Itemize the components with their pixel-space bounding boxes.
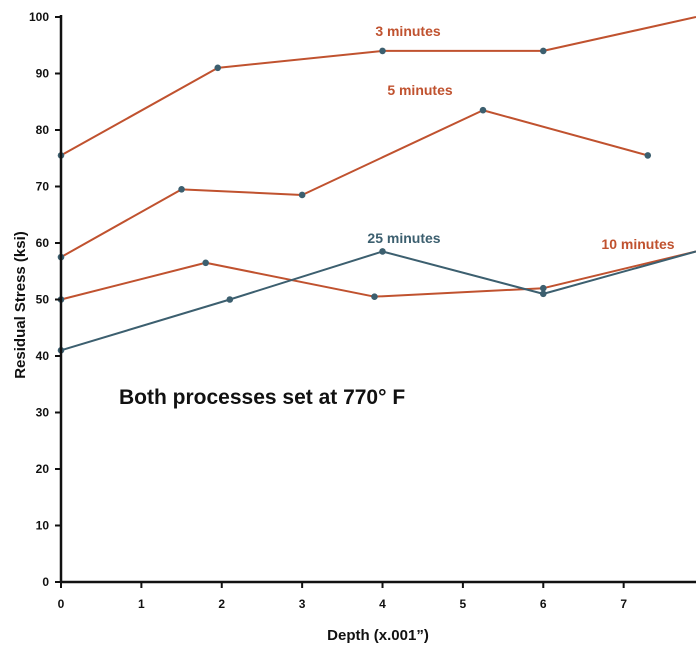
y-tick-label: 90 — [36, 67, 50, 81]
data-point — [226, 296, 234, 303]
series-label-layer: 3 minutes 5 minutes 10 minutes 25 minutes — [367, 23, 674, 252]
process-note: Both processes set at 770° F — [119, 386, 405, 409]
series-line-5-minutes — [60, 109, 649, 258]
series-label-3-minutes: 3 minutes — [375, 23, 441, 39]
data-point — [539, 290, 547, 298]
x-tick-label: 4 — [379, 597, 386, 611]
y-tick-label: 80 — [36, 123, 50, 137]
data-point — [178, 186, 185, 193]
x-tick-label: 0 — [58, 597, 65, 611]
x-tick-label: 7 — [620, 597, 627, 611]
y-tick-label: 30 — [36, 406, 50, 420]
x-tick-label: 1 — [138, 597, 145, 611]
y-tick-label: 100 — [29, 10, 49, 24]
data-point — [644, 152, 652, 159]
y-axis-title: Residual Stress (ksi) — [12, 231, 29, 379]
y-tick-label: 40 — [36, 349, 50, 363]
x-tick-group: 0 1 2 3 4 5 6 7 — [58, 582, 627, 611]
series-label-10-minutes: 10 minutes — [601, 236, 674, 252]
data-point — [379, 248, 386, 255]
series-line-10-minutes — [60, 250, 696, 301]
y-tick-label: 0 — [42, 575, 49, 589]
x-axis-title: Depth (x.001”) — [327, 627, 429, 644]
data-point — [371, 293, 378, 300]
series-line-25-minutes — [60, 250, 696, 352]
data-point — [214, 64, 222, 72]
series-label-25-minutes: 25 minutes — [367, 230, 440, 246]
data-point — [539, 47, 547, 55]
y-tick-label: 60 — [36, 236, 50, 250]
x-tick-label: 6 — [540, 597, 547, 611]
y-tick-label: 10 — [36, 519, 50, 533]
data-point — [298, 191, 306, 199]
data-point — [379, 47, 386, 55]
data-point — [479, 106, 487, 114]
data-point — [202, 259, 209, 267]
y-tick-label: 20 — [36, 462, 50, 476]
y-tick-label: 50 — [36, 293, 50, 307]
series-label-5-minutes: 5 minutes — [387, 82, 453, 98]
series-layer — [57, 16, 696, 354]
y-tick-group: 0 10 20 30 40 50 60 70 80 90 100 — [29, 10, 61, 589]
data-point — [539, 284, 547, 292]
x-tick-label: 5 — [460, 597, 467, 611]
y-tick-label: 70 — [36, 180, 50, 194]
x-tick-label: 2 — [218, 597, 225, 611]
x-tick-label: 3 — [299, 597, 306, 611]
